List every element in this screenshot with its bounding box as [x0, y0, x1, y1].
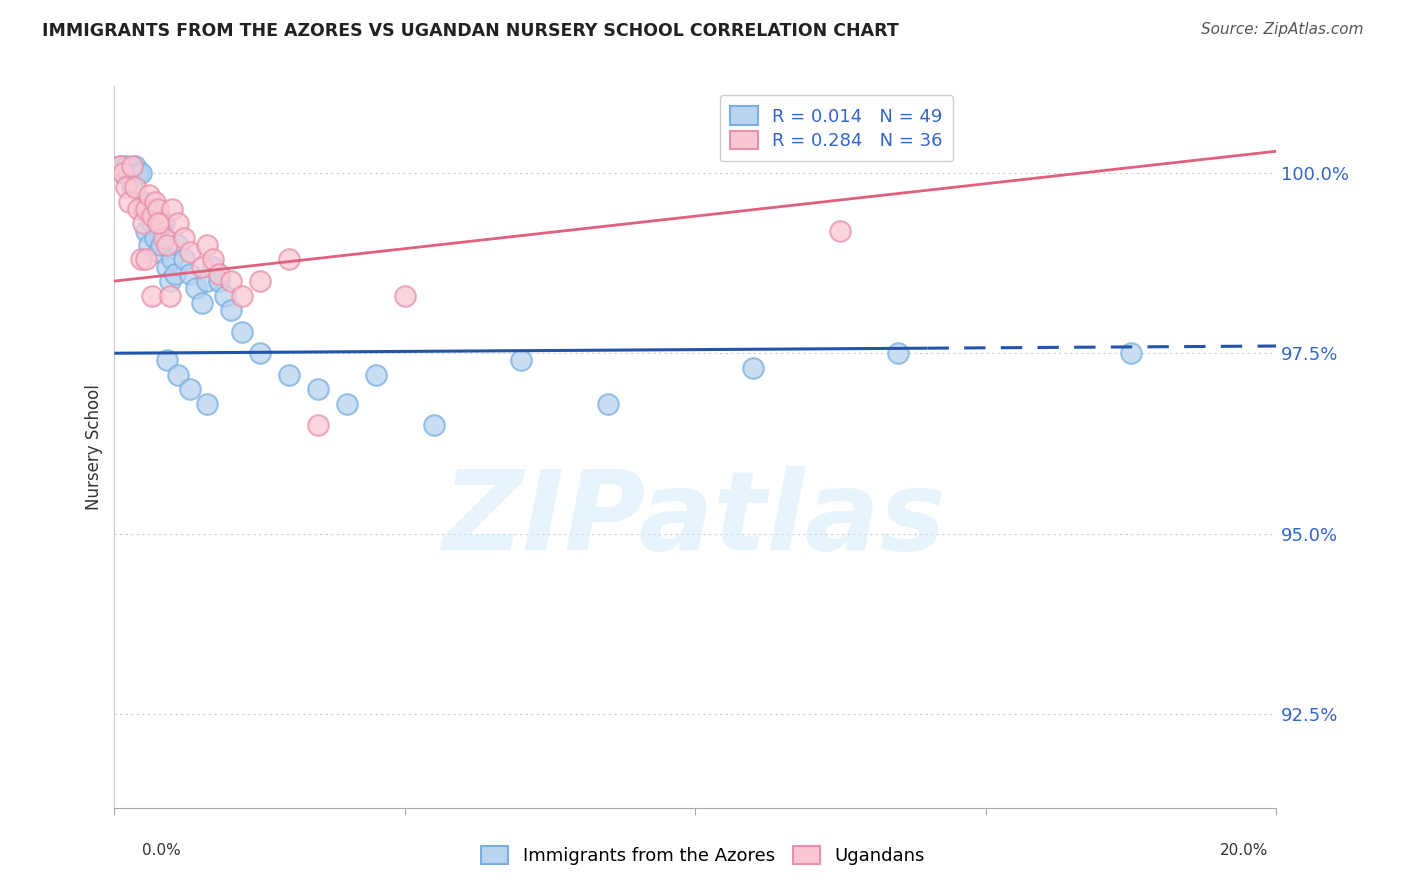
- Point: [179, 245, 201, 260]
- Point: [219, 274, 242, 288]
- Point: [127, 166, 149, 180]
- Point: [195, 397, 218, 411]
- Legend: Immigrants from the Azores, Ugandans: Immigrants from the Azores, Ugandans: [474, 838, 932, 872]
- Point: [121, 180, 143, 194]
- Text: 20.0%: 20.0%: [1220, 843, 1268, 858]
- Point: [231, 288, 253, 302]
- Point: [1119, 346, 1142, 360]
- Point: [167, 216, 190, 230]
- Point: [127, 202, 149, 216]
- Point: [132, 194, 155, 209]
- Point: [277, 252, 299, 267]
- Point: [121, 159, 143, 173]
- Point: [596, 397, 619, 411]
- Point: [149, 216, 172, 230]
- Point: [159, 274, 181, 288]
- Point: [510, 353, 533, 368]
- Text: 0.0%: 0.0%: [142, 843, 181, 858]
- Point: [249, 274, 271, 288]
- Point: [143, 209, 166, 223]
- Point: [135, 202, 157, 216]
- Point: [167, 238, 190, 252]
- Point: [141, 209, 163, 223]
- Point: [202, 252, 225, 267]
- Point: [162, 202, 184, 216]
- Point: [115, 159, 138, 173]
- Point: [129, 166, 152, 180]
- Point: [162, 252, 184, 267]
- Point: [156, 260, 179, 274]
- Point: [165, 267, 187, 281]
- Legend: R = 0.014   N = 49, R = 0.284   N = 36: R = 0.014 N = 49, R = 0.284 N = 36: [720, 95, 953, 161]
- Point: [159, 288, 181, 302]
- Point: [742, 360, 765, 375]
- Point: [110, 159, 132, 173]
- Point: [146, 245, 169, 260]
- Point: [364, 368, 387, 382]
- Point: [219, 302, 242, 317]
- Point: [394, 288, 416, 302]
- Point: [167, 368, 190, 382]
- Point: [887, 346, 910, 360]
- Point: [307, 418, 329, 433]
- Point: [129, 252, 152, 267]
- Point: [214, 288, 236, 302]
- Point: [115, 180, 138, 194]
- Point: [423, 418, 446, 433]
- Text: ZIPatlas: ZIPatlas: [443, 466, 948, 573]
- Point: [138, 238, 160, 252]
- Point: [156, 238, 179, 252]
- Point: [152, 216, 174, 230]
- Point: [190, 260, 212, 274]
- Point: [195, 238, 218, 252]
- Point: [135, 224, 157, 238]
- Point: [249, 346, 271, 360]
- Point: [184, 281, 207, 295]
- Point: [118, 194, 141, 209]
- Point: [173, 231, 195, 245]
- Point: [195, 274, 218, 288]
- Point: [179, 382, 201, 396]
- Point: [124, 180, 146, 194]
- Point: [132, 202, 155, 216]
- Point: [124, 159, 146, 173]
- Point: [146, 202, 169, 216]
- Text: IMMIGRANTS FROM THE AZORES VS UGANDAN NURSERY SCHOOL CORRELATION CHART: IMMIGRANTS FROM THE AZORES VS UGANDAN NU…: [42, 22, 898, 40]
- Point: [132, 216, 155, 230]
- Point: [208, 274, 231, 288]
- Y-axis label: Nursery School: Nursery School: [86, 384, 103, 510]
- Point: [190, 295, 212, 310]
- Point: [135, 252, 157, 267]
- Point: [202, 260, 225, 274]
- Point: [149, 238, 172, 252]
- Point: [277, 368, 299, 382]
- Point: [121, 162, 143, 177]
- Point: [112, 166, 135, 180]
- Point: [156, 353, 179, 368]
- Point: [118, 166, 141, 180]
- Point: [138, 187, 160, 202]
- Point: [143, 231, 166, 245]
- Point: [336, 397, 359, 411]
- Point: [141, 216, 163, 230]
- Text: Source: ZipAtlas.com: Source: ZipAtlas.com: [1201, 22, 1364, 37]
- Point: [307, 382, 329, 396]
- Point: [143, 194, 166, 209]
- Point: [146, 216, 169, 230]
- Point: [830, 224, 852, 238]
- Point: [208, 267, 231, 281]
- Point: [173, 252, 195, 267]
- Point: [231, 325, 253, 339]
- Point: [112, 166, 135, 180]
- Point: [179, 267, 201, 281]
- Point: [152, 231, 174, 245]
- Point: [141, 288, 163, 302]
- Point: [110, 159, 132, 173]
